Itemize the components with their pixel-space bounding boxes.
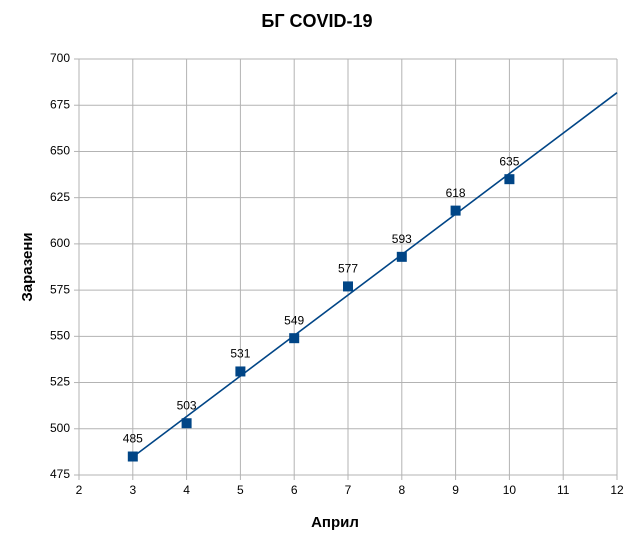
y-tick-label: 550 (50, 329, 70, 343)
y-tick-label: 600 (50, 236, 70, 250)
y-axis-title: Заразени (19, 232, 36, 301)
y-tick-label: 575 (50, 282, 70, 296)
marker (127, 451, 138, 462)
marker (289, 333, 300, 344)
data-label: 503 (177, 398, 197, 412)
x-tick-label: 7 (345, 483, 352, 497)
x-tick-label: 11 (557, 483, 570, 497)
marker (504, 174, 515, 185)
y-tick-label: 700 (50, 51, 70, 65)
x-tick-label: 6 (291, 483, 298, 497)
x-tick-label: 9 (452, 483, 459, 497)
x-tick-label: 8 (398, 483, 405, 497)
marker (235, 366, 246, 377)
x-tick-label: 3 (129, 483, 136, 497)
data-label: 577 (338, 262, 358, 276)
marker (343, 281, 353, 292)
marker (396, 251, 407, 262)
y-tick-label: 475 (50, 467, 70, 481)
chart-title: БГ COVID-19 (261, 11, 372, 31)
y-tick-label: 650 (50, 144, 70, 158)
data-label: 549 (284, 313, 304, 327)
y-tick-label: 675 (50, 97, 70, 111)
x-tick-label: 5 (237, 483, 244, 497)
marker (181, 418, 192, 429)
data-label: 593 (392, 232, 412, 246)
y-tick-label: 500 (50, 421, 70, 435)
x-tick-label: 2 (76, 483, 83, 497)
y-tick-label: 625 (50, 190, 70, 204)
data-label: 635 (499, 154, 519, 168)
x-axis-title: Април (311, 514, 359, 531)
trendline (132, 92, 618, 458)
marker (450, 205, 461, 216)
data-label: 531 (230, 347, 250, 361)
x-tick-label: 12 (610, 483, 624, 497)
x-tick-label: 10 (503, 483, 517, 497)
data-label: 618 (446, 186, 466, 200)
data-label: 485 (123, 432, 143, 446)
x-tick-label: 4 (183, 483, 190, 497)
y-tick-label: 525 (50, 375, 70, 389)
